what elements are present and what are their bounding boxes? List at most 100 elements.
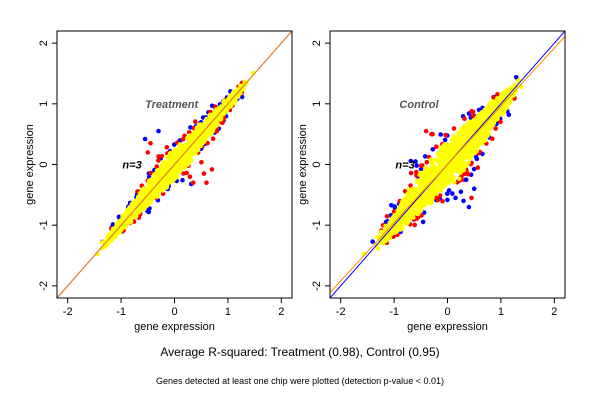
data-point xyxy=(230,92,235,97)
data-point xyxy=(405,197,410,202)
data-point xyxy=(156,154,161,159)
data-point xyxy=(199,160,204,165)
data-point xyxy=(450,160,456,165)
data-point xyxy=(470,109,476,115)
data-point xyxy=(498,119,503,125)
data-point xyxy=(188,157,194,163)
data-point xyxy=(411,194,417,200)
data-point xyxy=(389,227,394,233)
y-tick-label: 2 xyxy=(311,40,323,46)
data-point xyxy=(100,240,105,245)
y-tick-label: 1 xyxy=(311,101,323,107)
data-point xyxy=(436,188,442,193)
data-point xyxy=(148,198,154,203)
data-point xyxy=(474,156,480,162)
data-point xyxy=(465,152,470,158)
data-point xyxy=(156,158,161,163)
data-point xyxy=(136,195,142,200)
sample-size-label: n=3 xyxy=(395,160,414,172)
data-point xyxy=(462,116,467,121)
data-point xyxy=(438,132,444,137)
data-point xyxy=(501,91,507,96)
plot-area xyxy=(57,31,292,298)
data-point xyxy=(193,119,198,124)
data-point xyxy=(486,106,492,112)
outlier-point xyxy=(190,180,196,185)
data-point xyxy=(408,158,414,164)
detection-footnote: Genes detected at least one chip were pl… xyxy=(156,376,444,386)
y-tick-label: 2 xyxy=(38,40,50,46)
data-point xyxy=(442,182,448,187)
outlier-point xyxy=(209,167,215,172)
data-point xyxy=(195,144,200,150)
data-point xyxy=(456,157,462,162)
data-point xyxy=(215,121,220,127)
outlier-point xyxy=(471,186,477,192)
data-point xyxy=(470,113,476,119)
data-point xyxy=(413,202,419,207)
data-point xyxy=(405,215,410,220)
data-point xyxy=(410,189,416,194)
data-point xyxy=(478,118,483,123)
sample-size-label: n=3 xyxy=(122,160,141,172)
x-axis-label: gene expression xyxy=(407,321,488,333)
data-point xyxy=(489,99,495,105)
data-point xyxy=(406,187,412,193)
data-point xyxy=(399,205,405,211)
data-point xyxy=(194,126,199,132)
data-point xyxy=(449,143,454,148)
data-point xyxy=(454,166,460,172)
x-axis-label: gene expression xyxy=(134,321,215,333)
outlier-point xyxy=(463,177,469,182)
data-point xyxy=(239,94,245,100)
data-point xyxy=(154,164,160,169)
data-point xyxy=(181,144,187,149)
y-axis-label: gene expression xyxy=(297,124,309,205)
data-point xyxy=(441,151,447,156)
data-point xyxy=(470,151,475,157)
data-point xyxy=(200,115,206,120)
data-point xyxy=(440,198,445,204)
data-point xyxy=(419,176,425,182)
x-tick-label: -1 xyxy=(116,306,126,318)
data-point xyxy=(474,148,480,154)
outlier-point xyxy=(145,150,151,155)
x-tick-label: 2 xyxy=(278,306,284,318)
data-point xyxy=(446,177,452,183)
data-point xyxy=(497,106,503,112)
data-point xyxy=(187,143,192,149)
y-tick-label: 1 xyxy=(38,101,50,107)
data-point xyxy=(410,215,415,220)
data-point xyxy=(445,197,450,203)
data-point xyxy=(394,223,400,229)
data-point xyxy=(414,169,419,175)
data-point xyxy=(158,186,163,192)
data-point xyxy=(436,151,441,157)
data-point xyxy=(442,137,448,143)
data-point xyxy=(436,180,442,186)
data-point xyxy=(445,142,450,147)
data-point xyxy=(374,243,380,248)
data-point xyxy=(477,114,482,120)
data-point xyxy=(164,145,170,150)
x-tick-label: 0 xyxy=(444,306,450,318)
data-point xyxy=(472,118,478,124)
data-point xyxy=(165,154,170,160)
data-point xyxy=(475,165,481,170)
data-point xyxy=(147,194,152,199)
data-point xyxy=(446,171,451,176)
data-point xyxy=(214,128,220,134)
data-point xyxy=(387,220,393,225)
data-point xyxy=(438,146,443,152)
data-point xyxy=(408,206,413,211)
data-point xyxy=(463,136,468,142)
data-point xyxy=(437,193,443,198)
data-point xyxy=(201,138,207,143)
data-point xyxy=(162,160,168,166)
data-point xyxy=(197,122,203,127)
x-tick-label: 1 xyxy=(498,306,504,318)
data-point xyxy=(159,154,165,159)
data-point xyxy=(469,130,474,135)
x-tick-label: -1 xyxy=(389,306,399,318)
data-point xyxy=(445,191,450,196)
